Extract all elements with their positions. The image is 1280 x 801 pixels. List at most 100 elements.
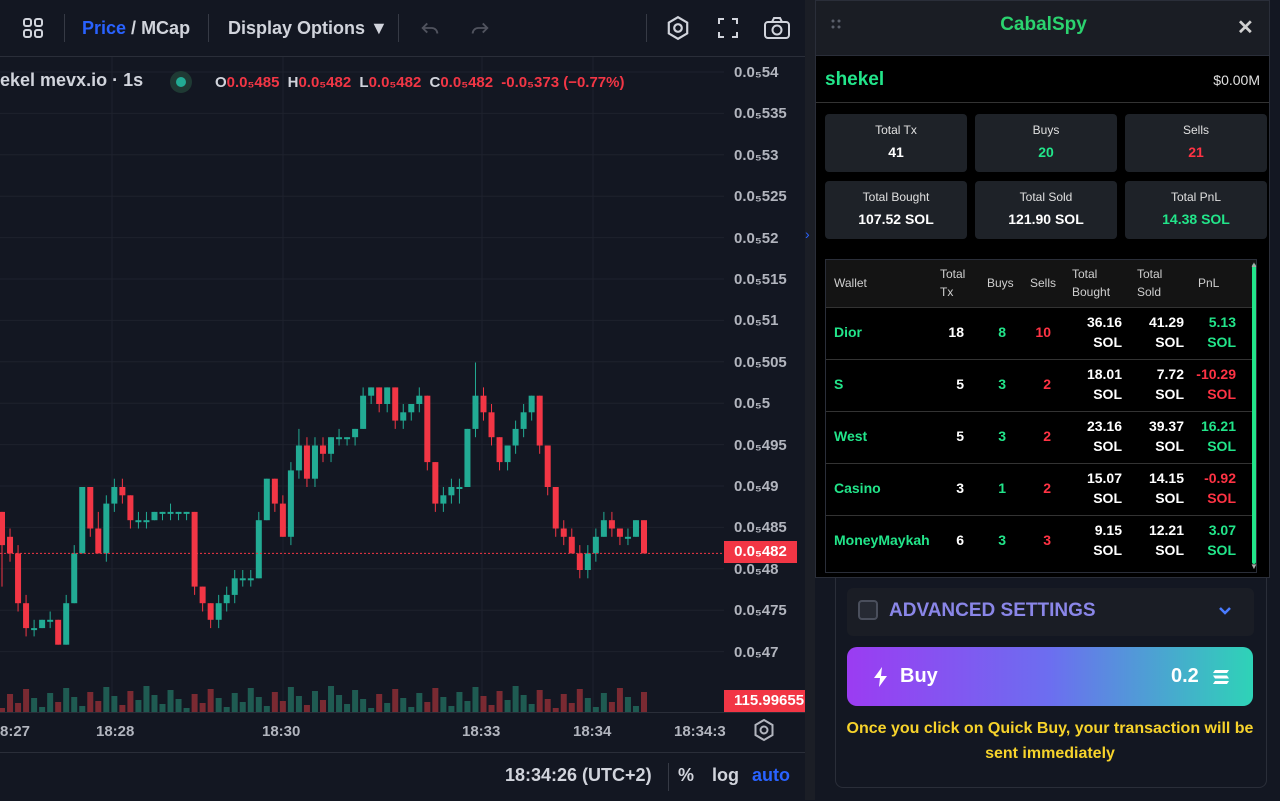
header-bought[interactable]: Total (1072, 267, 1098, 281)
candle[interactable] (119, 487, 126, 496)
candle[interactable] (247, 578, 254, 581)
display-options-button[interactable]: Display Options ▼ (228, 17, 388, 38)
log-toggle[interactable]: log (712, 765, 739, 785)
wallet-table[interactable]: Wallet Total Tx Buys Sells Total Bought … (825, 259, 1258, 573)
table-scrollbar[interactable] (1252, 264, 1256, 564)
candle[interactable] (23, 603, 30, 629)
candle[interactable] (520, 412, 527, 429)
header-pnl[interactable]: PnL (1198, 276, 1220, 290)
candle[interactable] (336, 437, 343, 440)
candle[interactable] (641, 520, 647, 554)
header-sold[interactable]: Total (1137, 267, 1163, 281)
candle[interactable] (432, 462, 439, 504)
candle[interactable] (303, 445, 310, 479)
time-axis[interactable]: 8:27 18:28 18:30 18:33 18:34 18:34:3 (0, 712, 805, 753)
drag-handle-icon[interactable] (830, 17, 844, 33)
header-total-tx-2[interactable]: Tx (940, 285, 954, 299)
candle[interactable] (632, 520, 639, 537)
candle[interactable] (368, 387, 375, 396)
candle[interactable] (448, 487, 455, 496)
candle[interactable] (79, 487, 86, 554)
candle[interactable] (480, 395, 487, 413)
header-sells[interactable]: Sells (1030, 276, 1057, 290)
candle[interactable] (416, 395, 423, 404)
candle[interactable] (55, 619, 62, 645)
candle[interactable] (592, 536, 599, 554)
candle[interactable] (263, 478, 270, 521)
candle[interactable] (552, 487, 559, 529)
candle[interactable] (576, 553, 583, 570)
candle[interactable] (360, 395, 367, 429)
price-axis[interactable]: 0.0₅54 0.0₅535 0.0₅53 0.0₅525 0.0₅52 0.0₅515 0… (724, 57, 805, 712)
candle[interactable] (31, 628, 38, 631)
chevron-right-icon[interactable]: › (805, 226, 810, 242)
candle[interactable] (400, 412, 407, 421)
candle[interactable] (223, 594, 230, 604)
candle[interactable] (528, 395, 535, 413)
candle[interactable] (600, 520, 607, 537)
header-wallet[interactable]: Wallet (834, 276, 867, 290)
candle[interactable] (71, 553, 78, 604)
candle[interactable] (344, 437, 351, 440)
candle[interactable] (159, 511, 166, 514)
candle[interactable] (207, 603, 214, 620)
candle[interactable] (167, 511, 174, 514)
candle[interactable] (392, 387, 399, 421)
candle[interactable] (384, 387, 391, 404)
price-label[interactable]: Price (82, 17, 127, 38)
candle[interactable] (287, 470, 294, 537)
candle[interactable] (512, 428, 519, 446)
candle[interactable] (488, 412, 495, 438)
fullscreen-icon[interactable] (714, 10, 742, 46)
wallet-name[interactable]: West (834, 428, 868, 444)
candle[interactable] (183, 511, 190, 514)
candle[interactable] (624, 536, 631, 539)
buy-button[interactable]: Buy 0.2 (847, 647, 1253, 706)
candle[interactable] (311, 445, 318, 479)
wallet-name[interactable]: MoneyMaykah (834, 532, 930, 548)
candle[interactable] (151, 511, 158, 521)
candle[interactable] (111, 487, 118, 504)
candle[interactable] (231, 578, 238, 595)
candle[interactable] (279, 503, 286, 537)
candle[interactable] (39, 619, 46, 629)
scroll-up-icon[interactable]: ▲ (1250, 260, 1258, 269)
candle[interactable] (568, 536, 575, 554)
advanced-label[interactable]: ADVANCED SETTINGS (889, 600, 1096, 621)
advanced-checkbox[interactable] (858, 600, 878, 620)
layout-grid-icon[interactable] (18, 10, 48, 46)
candle[interactable] (47, 619, 54, 622)
candle[interactable] (320, 445, 326, 454)
candle[interactable] (496, 437, 503, 463)
candle[interactable] (191, 511, 198, 587)
candle[interactable] (127, 495, 134, 521)
candle[interactable] (271, 478, 278, 504)
candle[interactable] (87, 487, 94, 529)
candle[interactable] (295, 445, 302, 471)
table-row[interactable]: Casino 3 1 2 15.07 SOL 14.15 SOL -0.92 SOL (826, 463, 1256, 515)
candle[interactable] (199, 586, 206, 604)
auto-toggle[interactable]: auto (752, 765, 790, 785)
candle[interactable] (63, 603, 70, 645)
table-row[interactable]: S 5 3 2 18.01 SOL 7.72 SOL -10.29 SOL (826, 359, 1256, 411)
candle[interactable] (352, 428, 359, 438)
candle[interactable] (560, 528, 567, 537)
candle[interactable] (424, 395, 431, 463)
table-row[interactable]: Dior 18 8 10 36.16 SOL 41.29 SOL 5.13 SOL (826, 307, 1256, 359)
candle[interactable] (440, 495, 447, 504)
candle[interactable] (255, 520, 262, 579)
candle[interactable] (215, 603, 222, 620)
candle[interactable] (472, 395, 479, 429)
candle[interactable] (7, 536, 14, 554)
chart-canvas[interactable] (0, 57, 724, 712)
candle[interactable] (0, 511, 5, 546)
candle[interactable] (456, 487, 463, 489)
candle[interactable] (376, 387, 383, 404)
wallet-name[interactable]: S (834, 376, 844, 392)
camera-icon[interactable] (762, 10, 792, 46)
table-row[interactable]: West 5 3 2 23.16 SOL 39.37 SOL 16.21 SOL (826, 411, 1256, 463)
candle[interactable] (328, 437, 335, 454)
chevron-down-icon[interactable] (1215, 600, 1235, 620)
candle[interactable] (608, 520, 615, 529)
candle[interactable] (103, 503, 110, 554)
